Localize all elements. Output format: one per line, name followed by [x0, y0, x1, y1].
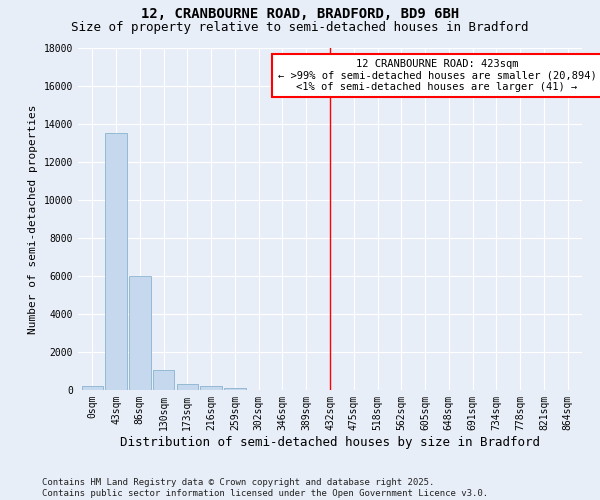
Bar	[82, 386, 103, 390]
Bar	[200, 386, 222, 390]
Bar	[153, 370, 174, 390]
Text: Contains HM Land Registry data © Crown copyright and database right 2025.
Contai: Contains HM Land Registry data © Crown c…	[42, 478, 488, 498]
X-axis label: Distribution of semi-detached houses by size in Bradford: Distribution of semi-detached houses by …	[120, 436, 540, 448]
Bar	[106, 133, 127, 390]
Bar	[176, 384, 198, 390]
Bar	[224, 388, 245, 390]
Y-axis label: Number of semi-detached properties: Number of semi-detached properties	[28, 104, 38, 334]
Text: 12 CRANBOURNE ROAD: 423sqm
← >99% of semi-detached houses are smaller (20,894)
<: 12 CRANBOURNE ROAD: 423sqm ← >99% of sem…	[278, 59, 596, 92]
Text: 12, CRANBOURNE ROAD, BRADFORD, BD9 6BH: 12, CRANBOURNE ROAD, BRADFORD, BD9 6BH	[141, 8, 459, 22]
Bar	[129, 276, 151, 390]
Text: Size of property relative to semi-detached houses in Bradford: Size of property relative to semi-detach…	[71, 21, 529, 34]
